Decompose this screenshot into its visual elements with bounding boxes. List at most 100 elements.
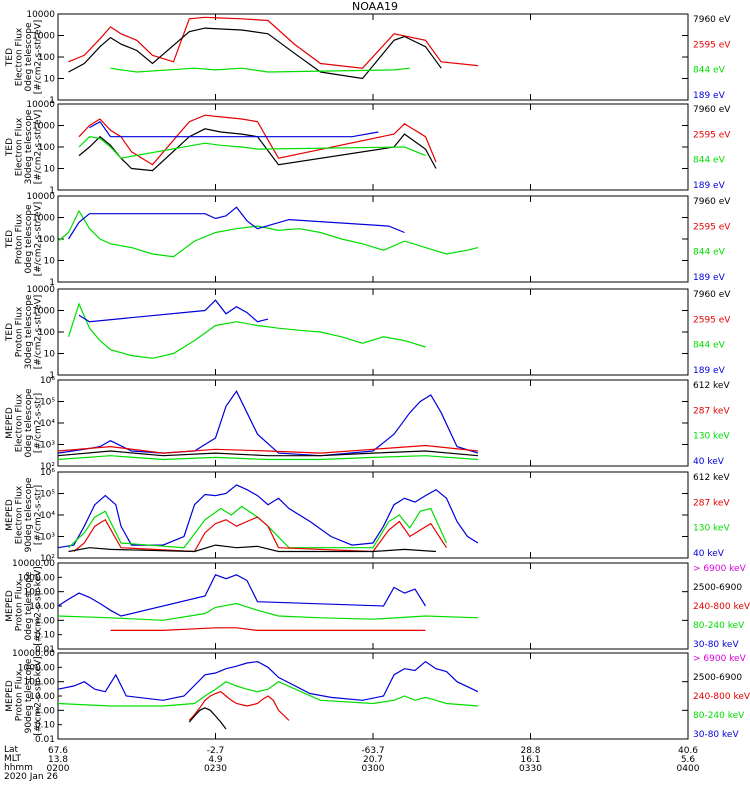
- legend-entry: 80-240 keV: [693, 621, 745, 631]
- y-axis-label-line: Proton Flux: [14, 580, 24, 631]
- y-tick-label: 10⁵: [40, 398, 55, 408]
- y-axis-label-line: [#/cm2-s-str-keV]: [33, 656, 43, 735]
- legend-entry: 287 keV: [693, 406, 730, 416]
- series-line-red: [110, 627, 426, 632]
- y-axis-label-line: MEPED: [5, 590, 15, 622]
- y-tick-label: 10: [44, 350, 56, 360]
- legend-entry: 189 eV: [693, 91, 726, 101]
- y-axis-label-line: Proton Flux: [14, 670, 24, 721]
- y-tick-label: 10000: [26, 10, 55, 20]
- legend-entry: 2595 eV: [693, 222, 731, 232]
- page-title: NOAA19: [351, 0, 399, 13]
- y-axis-label: MEPEDElectron Flux0deg telescope[#/cm2-s…: [5, 388, 44, 458]
- y-tick-label: 0.01: [35, 645, 55, 655]
- y-axis-label-line: 90deg telescope: [24, 658, 34, 733]
- y-tick-label: 100: [38, 235, 55, 245]
- series-line-blue: [57, 484, 479, 549]
- legend-entry: 7960 eV: [693, 15, 731, 25]
- y-tick-label: 10⁴: [40, 419, 55, 429]
- y-tick-label: 10000: [26, 192, 55, 202]
- y-axis-label-line: TED: [5, 323, 15, 342]
- y-axis-label-line: [#/cm2-s-str-keV]: [33, 566, 43, 645]
- y-tick-label: 1: [49, 371, 55, 381]
- y-axis-label-line: [#/cm2-s-str-eV]: [33, 202, 43, 277]
- y-axis-label-line: [#/cm2-s-str-eV]: [33, 20, 43, 95]
- x-tick-label-mlt: 13.8: [48, 755, 68, 765]
- y-tick-label: 1000: [32, 122, 55, 132]
- y-axis-label-line: 30deg telescope: [24, 294, 34, 369]
- series-line-black: [78, 128, 437, 172]
- y-axis-label-line: [#/cm2-s-str-eV]: [33, 295, 43, 370]
- y-tick-label: 0.01: [35, 735, 55, 745]
- y-tick-label: 10: [44, 257, 56, 267]
- series-line-green: [68, 505, 448, 549]
- series-line-red: [73, 516, 448, 553]
- y-axis-label: MEPEDElectron Flux90deg telescope[#/cm2-…: [5, 477, 44, 552]
- y-tick-label: 10000: [26, 285, 55, 295]
- y-axis-label: MEPEDProton Flux90deg telescope[#/cm2-s-…: [5, 656, 44, 735]
- x-tick-label-hhmm: 0400: [677, 764, 700, 774]
- series-line-red: [78, 114, 437, 166]
- legend-entry: 7960 eV: [693, 105, 731, 115]
- y-tick-label: 1000: [32, 32, 55, 42]
- legend-entry: 844 eV: [693, 248, 726, 258]
- y-axis-label-line: Proton Flux: [14, 306, 24, 357]
- xaxis-date: 2020 Jan 26: [4, 772, 58, 782]
- legend-entry: 2500-6900: [693, 673, 742, 683]
- y-tick-label: 1000: [32, 307, 55, 317]
- y-axis-label-line: 30deg telescope: [24, 109, 34, 184]
- series-line-green: [67, 302, 426, 359]
- y-tick-label: 100: [38, 328, 55, 338]
- x-tick-label-mlt: 4.9: [208, 755, 223, 765]
- y-tick-label: 10²: [40, 554, 55, 564]
- y-tick-label: 100: [38, 53, 55, 63]
- series-line-black: [68, 27, 442, 80]
- series-line-red: [188, 691, 290, 721]
- y-axis-label-line: MEPED: [5, 407, 15, 439]
- series-line-black: [57, 450, 479, 457]
- y-axis-label-line: 0deg telescope: [24, 22, 34, 92]
- y-tick-label: 1000.00: [18, 573, 55, 583]
- y-axis-label-line: TED: [5, 48, 15, 67]
- y-tick-label: 10000: [26, 100, 55, 110]
- y-tick-label: 10.00: [29, 692, 55, 702]
- y-tick-label: 100.00: [24, 588, 56, 598]
- legend-entry: 30-80 keV: [693, 730, 739, 740]
- series-line-black: [68, 544, 437, 553]
- y-axis-label-line: [#/cm2-s-str-eV]: [33, 110, 43, 185]
- xaxis-row-label-lat: Lat: [4, 745, 19, 755]
- y-axis-label: TEDProton Flux0deg telescope[#/cm2-s-str…: [5, 202, 44, 277]
- x-tick-label-mlt: 20.7: [363, 755, 383, 765]
- y-tick-label: 10³: [40, 441, 55, 451]
- panel-frame: [57, 652, 689, 740]
- y-axis-label-line: Proton Flux: [14, 213, 24, 264]
- legend-entry: > 6900 keV: [693, 654, 747, 664]
- legend-entry: > 6900 keV: [693, 564, 747, 574]
- series-line-blue: [57, 660, 479, 701]
- y-axis-label: TEDElectron Flux30deg telescope[#/cm2-s-…: [5, 109, 44, 184]
- x-tick-label-mlt: 16.1: [520, 755, 540, 765]
- legend-entry: 2500-6900: [693, 583, 742, 593]
- series-line-blue: [67, 206, 405, 240]
- y-axis-label-line: [#/cm2-s-str]: [33, 393, 43, 453]
- legend-entry: 7960 eV: [693, 197, 731, 207]
- y-tick-label: 100.00: [24, 678, 56, 688]
- legend-entry: 240-800 keV: [693, 692, 750, 702]
- legend-entry: 844 eV: [693, 66, 726, 76]
- y-tick-label: 10³: [40, 533, 55, 543]
- y-tick-label: 10⁵: [40, 490, 55, 500]
- legend-entry: 2595 eV: [693, 40, 731, 50]
- y-tick-label: 0.10: [35, 721, 55, 731]
- legend-entry: 7960 eV: [693, 290, 731, 300]
- y-tick-label: 1000: [32, 214, 55, 224]
- legend-entry: 287 keV: [693, 498, 730, 508]
- y-tick-label: 1: [49, 96, 55, 106]
- x-tick-label-lat: -2.7: [207, 746, 225, 756]
- x-tick-label-lat: 28.8: [520, 746, 540, 756]
- y-tick-label: 1: [49, 278, 55, 288]
- legend-entry: 80-240 keV: [693, 711, 745, 721]
- series-line-blue: [89, 120, 379, 138]
- legend-entry: 189 eV: [693, 273, 726, 283]
- y-axis-label-line: MEPED: [5, 680, 15, 712]
